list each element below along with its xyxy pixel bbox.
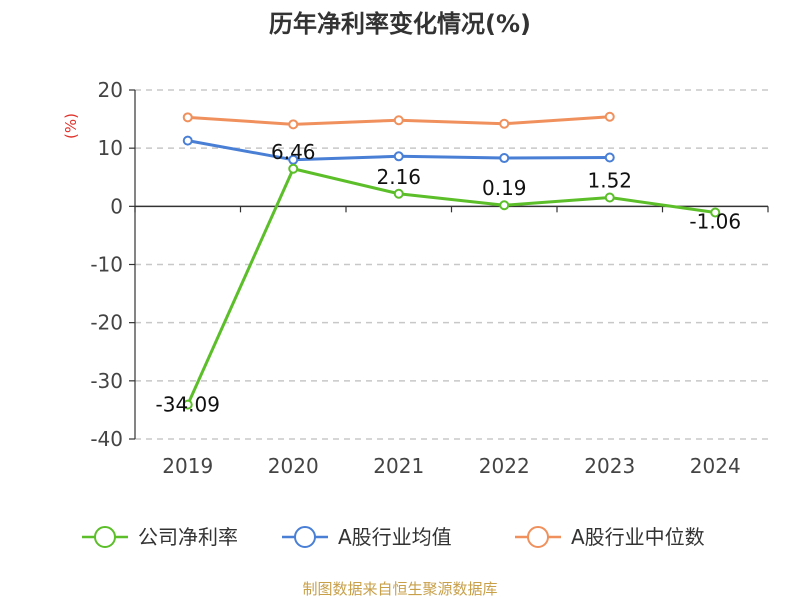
series-0 <box>182 163 721 410</box>
data-point <box>393 151 404 162</box>
data-point <box>182 399 193 410</box>
y-tick-label: 10 <box>98 136 123 160</box>
x-tick-label-2019: 2019 <box>162 454 213 478</box>
data-point <box>393 188 404 199</box>
data-label-2021: 2.16 <box>376 165 421 189</box>
legend-label: A股行业中位数 <box>571 525 705 549</box>
data-point <box>288 119 299 130</box>
chart-title: 历年净利率变化情况(%) <box>269 10 531 38</box>
legend-label: 公司净利率 <box>138 525 238 549</box>
series-2 <box>182 111 615 130</box>
x-tick-label-2020: 2020 <box>268 454 319 478</box>
footer-source: 制图数据来自恒生聚源数据库 <box>302 580 497 598</box>
legend-item-2: A股行业中位数 <box>515 525 705 549</box>
data-label-2022: 0.19 <box>482 176 527 200</box>
y-tick-label: 0 <box>110 194 123 218</box>
data-labels: -34.09 6.46 2.16 0.19 1.52 -1.06 <box>156 140 742 417</box>
data-point <box>182 135 193 146</box>
legend-item-1: A股行业均值 <box>282 525 452 549</box>
data-label-2020: 6.46 <box>271 140 316 164</box>
legend-item-0: 公司净利率 <box>82 525 238 549</box>
legend: 公司净利率 A股行业均值 A股行业中位数 <box>82 525 705 549</box>
y-tick-label: -30 <box>90 369 123 393</box>
legend-marker <box>94 526 116 548</box>
x-tick-label-2022: 2022 <box>479 454 530 478</box>
data-point <box>604 152 615 163</box>
legend-label: A股行业均值 <box>338 525 452 549</box>
data-point <box>710 207 721 218</box>
series-layer <box>182 111 721 410</box>
data-point <box>393 115 404 126</box>
series-line <box>186 167 716 406</box>
y-tick-label: -40 <box>90 427 123 451</box>
data-point <box>499 200 510 211</box>
legend-marker <box>527 526 549 548</box>
y-axis-label: (%) <box>62 113 80 139</box>
y-tick-label: -20 <box>90 311 123 335</box>
grid-lines <box>135 89 768 440</box>
data-point <box>182 112 193 123</box>
data-label-2019: -34.09 <box>156 393 220 417</box>
data-label-2024: -1.06 <box>689 209 741 233</box>
y-tick-label: -10 <box>90 253 123 277</box>
data-point <box>499 118 510 129</box>
x-tick-label-2024: 2024 <box>690 454 741 478</box>
y-tick-label: 20 <box>98 78 123 102</box>
data-point <box>604 192 615 203</box>
data-point <box>288 163 299 174</box>
series-1 <box>182 135 615 165</box>
x-tick-label-2023: 2023 <box>584 454 635 478</box>
x-tick-label-2021: 2021 <box>373 454 424 478</box>
data-label-2023: 1.52 <box>587 168 632 192</box>
legend-marker <box>294 526 316 548</box>
axes: 20 10 0 -10 -20 -30 -40 2019 2020 2021 2022 2023 202… <box>90 78 769 478</box>
data-point <box>499 153 510 164</box>
data-point <box>604 111 615 122</box>
